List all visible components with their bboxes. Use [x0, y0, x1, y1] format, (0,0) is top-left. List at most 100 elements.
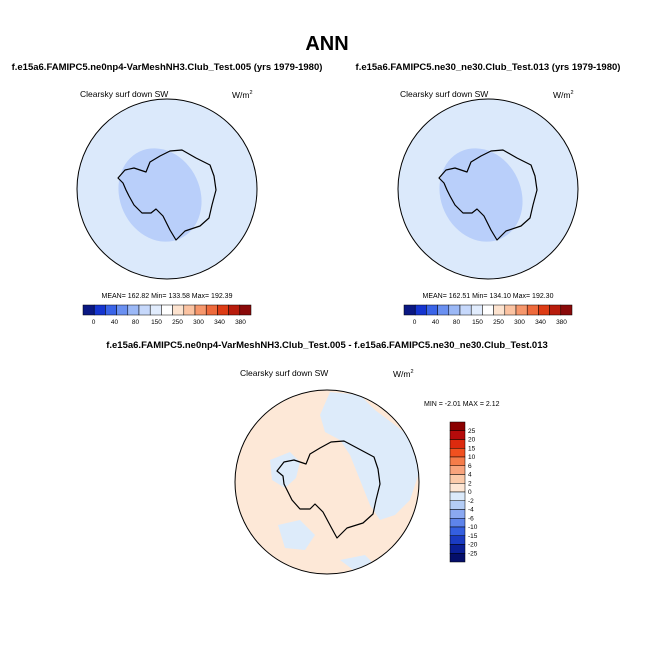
- colorbar-swatch: [482, 304, 494, 316]
- colorbar-tick-label: -4: [468, 507, 474, 514]
- colorbar-tick-label: -25: [468, 550, 478, 557]
- colorbar-swatch: [449, 483, 466, 493]
- colorbar-swatch: [449, 509, 466, 519]
- colorbar-tick-label: 20: [468, 437, 476, 444]
- panel-2-units: W/m2: [553, 90, 574, 100]
- colorbar-swatch: [449, 439, 466, 449]
- panel-3-negative-patch-south: [278, 520, 315, 550]
- panel-1-variable: Clearsky surf down SW: [80, 89, 168, 99]
- colorbar-tick-label: 80: [132, 319, 140, 326]
- colorbar-swatch: [560, 304, 573, 316]
- panel-3-negative-patches: [270, 392, 419, 574]
- colorbar-tick-label: 15: [468, 445, 476, 452]
- colorbar-tick-label: -15: [468, 533, 478, 540]
- panel-1-antarctica-coastline: [117, 149, 217, 241]
- panel-2-variable: Clearsky surf down SW: [400, 89, 488, 99]
- panel-3-negative-patch-peninsula: [270, 452, 300, 488]
- colorbar-tick-label: 150: [472, 319, 483, 326]
- colorbar-swatch: [449, 465, 466, 475]
- colorbar-swatch: [116, 304, 129, 316]
- panel-1-low-value-region: [118, 148, 202, 242]
- panel-2-low-value-region: [439, 148, 523, 242]
- colorbar-swatch: [449, 544, 466, 554]
- colorbar-tick-label: 10: [468, 454, 476, 461]
- panel-1-map-border: [76, 98, 258, 280]
- colorbar-swatch: [449, 430, 466, 440]
- colorbar-tick-label: 340: [214, 319, 225, 326]
- colorbar-swatch: [239, 304, 252, 316]
- colorbar-tick-label: 250: [172, 319, 183, 326]
- colorbar-tick-label: 40: [432, 319, 440, 326]
- colorbar-swatch: [449, 448, 466, 458]
- colorbar-swatch: [504, 304, 517, 316]
- colorbar-swatch: [172, 304, 185, 316]
- colorbar-swatch: [538, 304, 550, 316]
- panel-3-map: [234, 389, 420, 575]
- panel-2-antarctica-coastline: [438, 149, 538, 241]
- panel-1: f.e15a6.FAMIPC5.ne0np4-VarMeshNH3.Club_T…: [12, 62, 323, 326]
- colorbar-swatch: [449, 518, 466, 528]
- colorbar-tick-label: 0: [92, 319, 96, 326]
- colorbar-swatch: [549, 304, 562, 316]
- colorbar-tick-label: 6: [468, 463, 472, 470]
- colorbar-tick-label: 2: [468, 480, 472, 487]
- colorbar-swatch: [449, 421, 466, 431]
- colorbar-swatch: [526, 304, 539, 316]
- panel-3-negative-patch-east: [320, 392, 419, 520]
- panel-2-colorbar: 0 40 80 150 250 300 340 380: [403, 304, 573, 326]
- colorbar-tick-label: 380: [235, 319, 246, 326]
- colorbar-tick-label: 300: [193, 319, 204, 326]
- colorbar-swatch: [217, 304, 229, 316]
- colorbar-swatch: [493, 304, 506, 316]
- panel-1-units: W/m2: [232, 90, 253, 100]
- colorbar-swatch: [426, 304, 438, 316]
- colorbar-swatch: [449, 456, 466, 466]
- colorbar-tick-label: 150: [151, 319, 162, 326]
- colorbar-swatch: [449, 535, 466, 545]
- colorbar-swatch: [470, 304, 483, 316]
- figure-title: ANN: [305, 33, 348, 55]
- panel-3-variable: Clearsky surf down SW: [240, 368, 328, 378]
- colorbar-tick-label: -6: [468, 515, 474, 522]
- colorbar-swatch: [437, 304, 450, 316]
- colorbar-tick-label: 0: [413, 319, 417, 326]
- colorbar-tick-label: -10: [468, 524, 478, 531]
- colorbar-swatch: [194, 304, 207, 316]
- panel-2-stats: MEAN= 162.51 Min= 134.10 Max= 192.30: [423, 293, 554, 300]
- panel-3-map-border: [234, 389, 420, 575]
- panel-2-map-border: [397, 98, 579, 280]
- panel-2-title: f.e15a6.FAMIPC5.ne30_ne30.Club_Test.013 …: [356, 62, 621, 73]
- colorbar-swatch: [149, 304, 162, 316]
- colorbar-swatch: [459, 304, 472, 316]
- colorbar-swatch: [449, 526, 466, 536]
- colorbar-tick-label: 40: [111, 319, 119, 326]
- panel-1-stats: MEAN= 162.82 Min= 133.58 Max= 192.39: [102, 293, 233, 300]
- colorbar-swatch: [161, 304, 173, 316]
- colorbar-swatch: [205, 304, 218, 316]
- panel-3: f.e15a6.FAMIPC5.ne0np4-VarMeshNH3.Club_T…: [106, 340, 548, 575]
- panel-1-title: f.e15a6.FAMIPC5.ne0np4-VarMeshNH3.Club_T…: [12, 62, 323, 73]
- colorbar-swatch: [515, 304, 528, 316]
- colorbar-tick-label: 300: [514, 319, 525, 326]
- colorbar-swatch: [403, 304, 416, 316]
- colorbar-tick-label: 4: [468, 472, 472, 479]
- colorbar-swatch: [228, 304, 241, 316]
- panel-1-colorbar: 0 40 80 150 250 300 340 380: [82, 304, 252, 326]
- colorbar-swatch: [449, 500, 466, 510]
- panel-3-stats: MIN = -2.01 MAX = 2.12: [424, 401, 500, 408]
- colorbar-swatch: [93, 304, 106, 316]
- colorbar-swatch: [449, 491, 466, 501]
- colorbar-tick-label: -20: [468, 542, 478, 549]
- colorbar-swatch: [82, 304, 95, 316]
- colorbar-tick-label: 380: [556, 319, 567, 326]
- panel-3-antarctica-coastline: [276, 440, 381, 539]
- panel-1-map: [76, 98, 258, 280]
- colorbar-tick-label: 0: [468, 489, 472, 496]
- colorbar-tick-label: -2: [468, 498, 474, 505]
- colorbar-swatch: [138, 304, 151, 316]
- colorbar-tick-label: 25: [468, 428, 476, 435]
- panel-2-map: [397, 98, 579, 280]
- panel-2: f.e15a6.FAMIPC5.ne30_ne30.Club_Test.013 …: [356, 62, 621, 326]
- colorbar-tick-label: 250: [493, 319, 504, 326]
